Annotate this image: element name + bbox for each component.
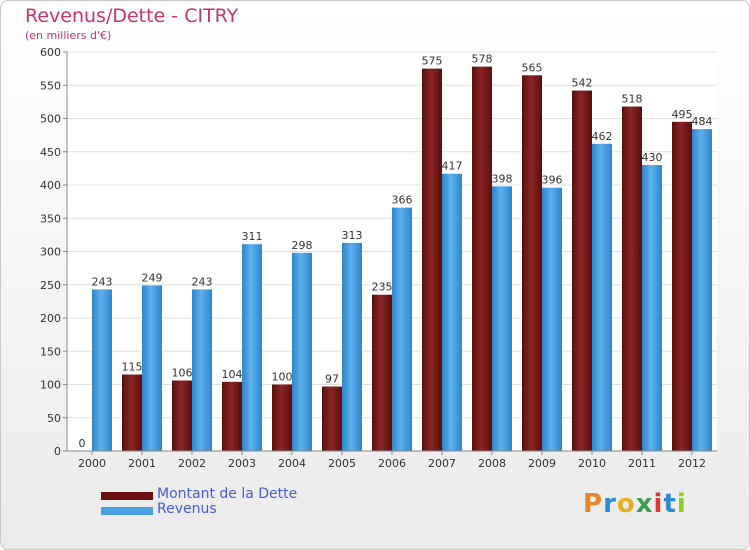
y-tick-label: 500 xyxy=(40,113,61,126)
data-label-debt: 235 xyxy=(372,281,393,294)
bar-revenue xyxy=(92,289,112,451)
data-label-debt: 100 xyxy=(272,371,293,384)
data-label-debt: 518 xyxy=(622,93,643,106)
legend-swatch-revenue xyxy=(101,507,153,515)
data-label-revenue: 484 xyxy=(692,115,713,128)
y-tick-label: 450 xyxy=(40,146,61,159)
y-tick-label: 250 xyxy=(40,279,61,292)
x-tick-label: 2002 xyxy=(178,457,206,470)
x-tick-label: 2003 xyxy=(228,457,256,470)
bar-debt xyxy=(622,106,642,451)
logo-letter: i xyxy=(653,489,664,519)
logo-letter: r xyxy=(603,489,617,519)
bar-debt xyxy=(372,294,392,451)
bar-revenue xyxy=(192,289,212,451)
bar-debt xyxy=(422,68,442,451)
y-tick-label: 50 xyxy=(47,412,61,425)
bar-debt xyxy=(122,374,142,451)
data-label-debt: 104 xyxy=(222,368,243,381)
x-tick-label: 2000 xyxy=(78,457,106,470)
logo-letter: t xyxy=(663,489,677,519)
bar-revenue xyxy=(642,165,662,452)
bar-debt xyxy=(472,66,492,451)
x-tick-label: 2012 xyxy=(678,457,706,470)
x-tick-label: 2009 xyxy=(528,457,556,470)
data-label-revenue: 313 xyxy=(342,229,363,242)
bar-debt xyxy=(672,121,692,451)
data-label-revenue: 311 xyxy=(242,230,263,243)
x-tick-label: 2006 xyxy=(378,457,406,470)
x-tick-label: 2005 xyxy=(328,457,356,470)
y-tick-label: 0 xyxy=(54,445,61,458)
data-label-debt: 495 xyxy=(672,108,693,121)
x-tick-label: 2008 xyxy=(478,457,506,470)
data-label-revenue: 462 xyxy=(592,130,613,143)
x-tick-label: 2001 xyxy=(128,457,156,470)
bar-revenue xyxy=(292,252,312,451)
bar-revenue xyxy=(492,186,512,451)
data-label-debt: 106 xyxy=(172,367,193,380)
bar-revenue xyxy=(692,129,712,451)
x-tick-label: 2010 xyxy=(578,457,606,470)
chart-subtitle: (en milliers d'€) xyxy=(25,29,112,42)
bar-debt xyxy=(572,90,592,451)
data-label-revenue: 249 xyxy=(142,271,163,284)
data-label-debt: 565 xyxy=(522,61,543,74)
data-label-revenue: 243 xyxy=(192,275,213,288)
y-tick-label: 300 xyxy=(40,246,61,259)
bar-debt xyxy=(272,384,292,451)
data-label-debt: 578 xyxy=(472,53,493,66)
y-tick-label: 400 xyxy=(40,179,61,192)
bar-debt xyxy=(172,380,192,451)
bar-debt xyxy=(322,386,342,451)
y-tick-label: 550 xyxy=(40,79,61,92)
bar-revenue xyxy=(392,207,412,451)
y-tick-label: 100 xyxy=(40,379,61,392)
y-tick-label: 200 xyxy=(40,312,61,325)
bar-revenue xyxy=(592,143,612,451)
data-label-debt: 575 xyxy=(422,55,443,68)
data-label-debt: 115 xyxy=(122,361,143,374)
y-tick-label: 150 xyxy=(40,345,61,358)
bar-debt xyxy=(222,381,242,451)
data-label-debt: 97 xyxy=(325,372,339,385)
data-label-revenue: 298 xyxy=(292,239,313,252)
proxiti-logo: Proxiti xyxy=(583,489,687,519)
chart-title: Revenus/Dette - CITRY xyxy=(25,5,239,27)
legend-label-revenue: Revenus xyxy=(157,501,217,517)
data-label-revenue: 396 xyxy=(542,174,563,187)
bar-revenue xyxy=(342,242,362,451)
bar-revenue xyxy=(542,187,562,451)
bar-revenue xyxy=(142,285,162,451)
y-tick-label: 350 xyxy=(40,212,61,225)
legend-swatch-debt xyxy=(101,492,153,500)
logo-letter: o xyxy=(616,489,636,519)
data-label-revenue: 398 xyxy=(492,172,513,185)
logo-letter: x xyxy=(635,489,654,519)
data-label-revenue: 417 xyxy=(442,160,463,173)
legend-label-debt: Montant de la Dette xyxy=(157,486,298,502)
x-tick-label: 2004 xyxy=(278,457,306,470)
data-label-debt: 0 xyxy=(79,437,86,450)
data-label-revenue: 243 xyxy=(92,275,113,288)
x-tick-label: 2011 xyxy=(628,457,656,470)
bar-revenue xyxy=(242,244,262,451)
data-label-revenue: 430 xyxy=(642,151,663,164)
data-label-revenue: 366 xyxy=(392,194,413,207)
y-tick-label: 600 xyxy=(40,46,61,59)
bar-revenue xyxy=(442,173,462,451)
x-tick-label: 2007 xyxy=(428,457,456,470)
bar-debt xyxy=(522,75,542,452)
data-label-debt: 542 xyxy=(572,77,593,90)
logo-letter: i xyxy=(676,489,687,519)
logo-letter: P xyxy=(583,489,604,519)
